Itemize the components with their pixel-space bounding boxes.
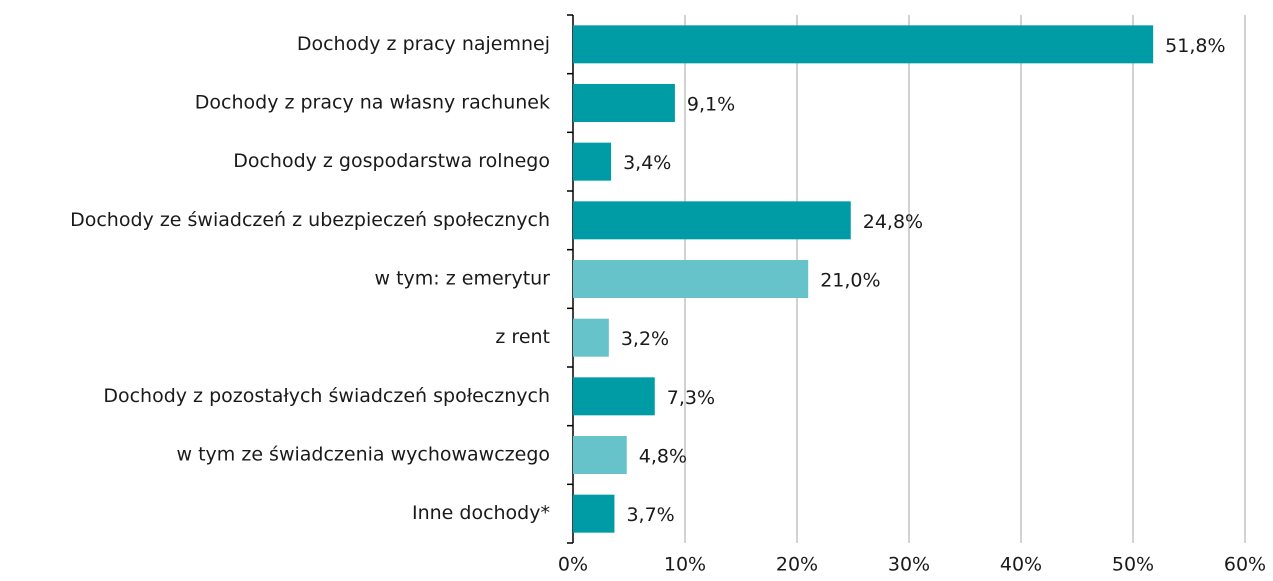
value-label: 24,8% [863,211,923,233]
value-label: 9,1% [687,94,735,116]
bar [573,436,627,474]
value-label: 7,3% [667,387,715,409]
y-tick-label: Dochody ze świadczeń z ubezpieczeń społe… [70,209,550,231]
bar [573,318,609,357]
y-tick-label: w tym ze świadczenia wychowawczego [177,444,550,466]
bar [573,201,851,240]
value-label: 4,8% [639,446,687,468]
bar [573,142,612,181]
x-tick-label: 40% [1000,554,1042,576]
bar [573,25,1154,64]
x-tick-label: 10% [664,554,706,576]
y-tick-label: w tym: z emerytur [375,268,551,290]
value-label: 51,8% [1165,35,1225,57]
x-tick-label: 0% [558,554,588,576]
y-tick-label: z rent [495,326,550,348]
value-label: 3,2% [621,328,669,350]
bar [573,494,615,533]
y-tick-label: Inne dochody* [412,502,550,524]
x-tick-label: 50% [1112,554,1154,576]
y-tick-label: Dochody z gospodarstwa rolnego [233,150,550,172]
y-tick-label: Dochody z pracy na własny rachunek [195,92,550,114]
x-tick-label: 20% [776,554,818,576]
bar [573,84,675,122]
x-tick-label: 30% [888,554,930,576]
y-tick-label: Dochody z pracy najemnej [297,33,550,55]
y-tick-label: Dochody z pozostałych świadczeń społeczn… [103,385,550,407]
x-tick-label: 60% [1224,554,1266,576]
bar [573,260,809,298]
bar [573,377,655,416]
value-label: 21,0% [820,270,880,292]
value-label: 3,4% [623,152,671,174]
value-label: 3,7% [626,504,674,526]
